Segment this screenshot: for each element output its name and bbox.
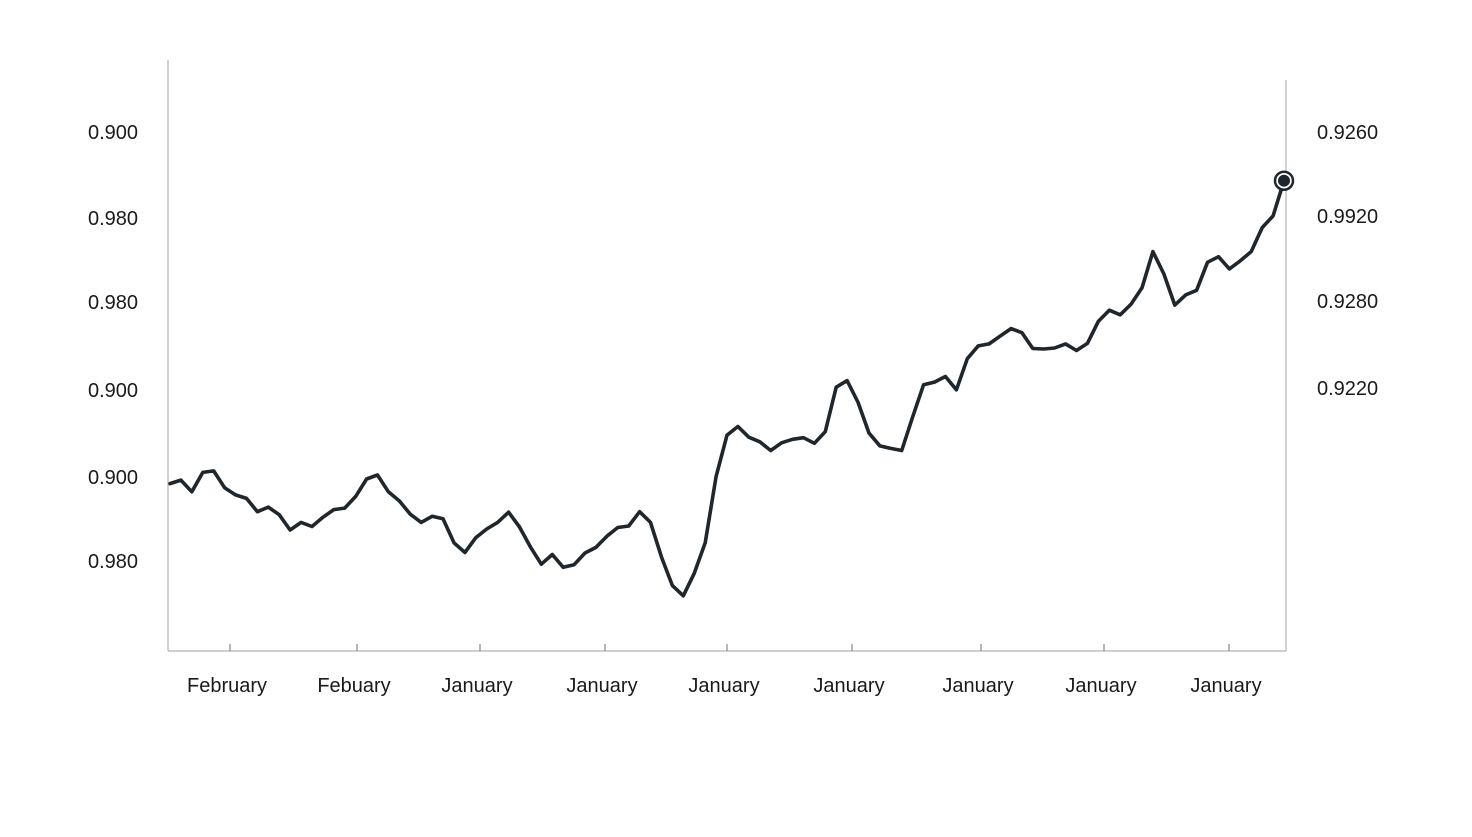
left-y-tick-label: 0.980 bbox=[88, 292, 138, 314]
endpoint-marker bbox=[1278, 174, 1290, 187]
right-y-tick-label: 0.9260 bbox=[1317, 122, 1378, 144]
right-y-axis-ticks: 0.9260 0.9920 0.9280 0.9220 bbox=[1317, 122, 1378, 400]
x-tick-label: January bbox=[688, 675, 759, 697]
left-y-tick-label: 0.900 bbox=[88, 467, 138, 489]
x-tick-label: January bbox=[942, 675, 1013, 697]
x-tick-label: January bbox=[1065, 675, 1136, 697]
left-y-tick-label: 0.980 bbox=[88, 551, 138, 573]
right-y-tick-label: 0.9220 bbox=[1317, 378, 1378, 400]
series-layer bbox=[168, 170, 1295, 598]
x-tick-label: January bbox=[441, 675, 512, 697]
left-y-tick-label: 0.980 bbox=[88, 208, 138, 230]
left-y-axis-ticks: 0.900 0.980 0.980 0.900 0.900 0.980 bbox=[88, 122, 138, 573]
left-y-tick-label: 0.900 bbox=[88, 122, 138, 144]
x-tick-label: February bbox=[187, 675, 267, 697]
x-tick-label: January bbox=[1190, 675, 1261, 697]
right-y-tick-label: 0.9920 bbox=[1317, 206, 1378, 228]
x-axis-ticks: February Febuary January January January Janu… bbox=[187, 644, 1262, 697]
series-line bbox=[168, 178, 1286, 598]
x-tick-label: January bbox=[813, 675, 884, 697]
right-y-tick-label: 0.9280 bbox=[1317, 291, 1378, 313]
left-y-tick-label: 0.900 bbox=[88, 380, 138, 402]
x-tick-label: Febuary bbox=[317, 675, 390, 697]
x-tick-label: January bbox=[566, 675, 637, 697]
